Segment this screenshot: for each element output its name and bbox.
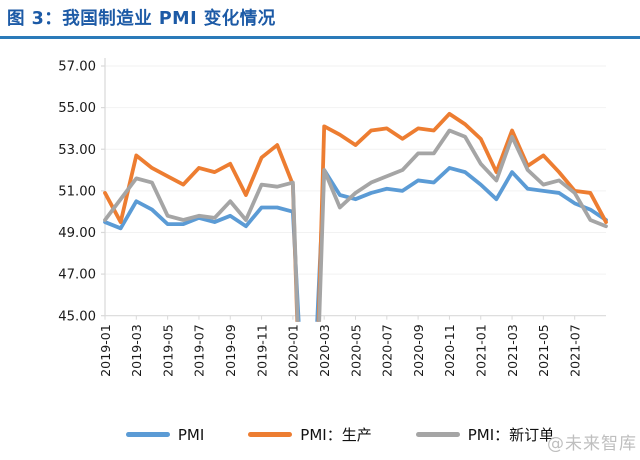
svg-text:2020-01: 2020-01 [286,324,301,377]
series-line-1 [103,111,608,322]
svg-text:57.00: 57.00 [58,60,96,75]
legend-swatch-new-orders [415,432,460,437]
svg-text:53.00: 53.00 [58,143,96,158]
svg-text:55.00: 55.00 [58,101,96,116]
svg-text:49.00: 49.00 [58,226,96,241]
svg-text:2019-01: 2019-01 [98,324,113,377]
svg-text:2019-07: 2019-07 [192,324,207,377]
legend-swatch-pmi [125,432,170,437]
legend-label-new-orders: PMI：新订单 [467,426,555,444]
legend-swatch-production [248,432,293,437]
series-line-0 [103,166,608,322]
svg-text:2021-07: 2021-07 [567,324,582,377]
legend-item-new-orders: PMI：新订单 [415,424,555,445]
svg-text:2020-11: 2020-11 [442,324,457,377]
svg-text:2019-09: 2019-09 [223,324,238,377]
svg-text:51.00: 51.00 [58,184,96,199]
legend-item-production: PMI：生产 [248,424,372,445]
legend-label-pmi: PMI [177,425,205,444]
svg-text:2020-03: 2020-03 [317,324,332,377]
svg-text:2021-05: 2021-05 [536,324,551,377]
chart-legend: PMI PMI：生产 PMI：新订单 [90,424,590,445]
watermark: @未来智库 [547,434,637,454]
svg-text:2020-07: 2020-07 [380,324,395,377]
series-line-2 [103,128,608,322]
legend-item-pmi: PMI [125,425,205,444]
svg-text:2021-01: 2021-01 [474,324,489,377]
svg-text:45.00: 45.00 [58,309,96,324]
svg-text:2019-03: 2019-03 [129,324,144,377]
svg-text:47.00: 47.00 [58,268,96,283]
header-rule [0,36,640,39]
svg-text:2021-03: 2021-03 [505,324,520,377]
svg-text:2019-11: 2019-11 [254,324,269,377]
legend-label-production: PMI：生产 [300,426,372,444]
svg-text:2020-09: 2020-09 [411,324,426,377]
svg-text:2020-05: 2020-05 [348,324,363,377]
figure-title: 图 3：我国制造业 PMI 变化情况 [7,9,276,29]
svg-text:2019-05: 2019-05 [160,324,175,377]
